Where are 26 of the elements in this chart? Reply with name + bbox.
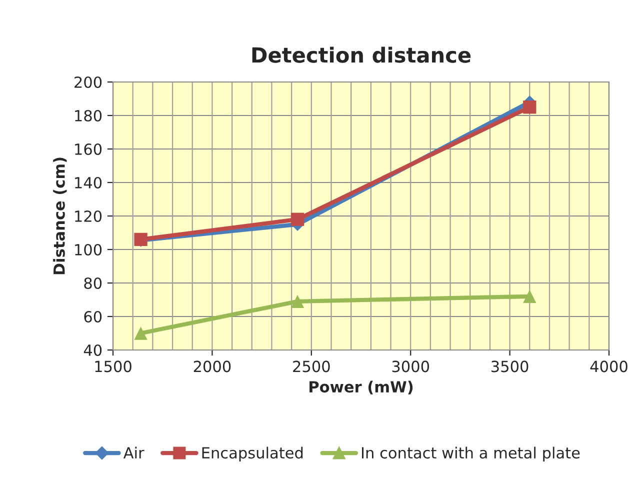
legend-label: Encapsulated [202,446,303,462]
point [290,212,304,226]
y-tick-label: 120 [75,210,102,222]
x-axis-title: Power (mW) [310,380,413,394]
y-tick-label: 40 [84,344,102,356]
x-tick-label: 3000 [392,360,430,372]
chart-title: Detection distance [252,46,471,63]
y-tick-label: 140 [75,176,102,189]
y-axis-title: Distance (cm) [53,158,67,274]
y-tick-label: 100 [75,244,102,256]
x-tick-label: 1500 [95,360,132,372]
y-tick-label: 80 [84,277,102,290]
x-tick-label: 2000 [194,360,231,372]
x-tick-label: 2500 [293,360,330,372]
point [523,290,536,303]
x-tick-label: 4000 [590,360,628,372]
legend-label: Air [123,446,144,458]
y-tick-label: 180 [75,110,102,122]
y-tick-label: 60 [84,310,102,323]
y-tick-label: 200 [74,76,102,88]
point [134,326,148,340]
legend-label: In contact with a metal plate [362,446,580,462]
x-tick-label: 3500 [492,360,528,372]
point [290,294,304,308]
point [523,100,536,114]
y-tick-label: 160 [75,143,102,156]
